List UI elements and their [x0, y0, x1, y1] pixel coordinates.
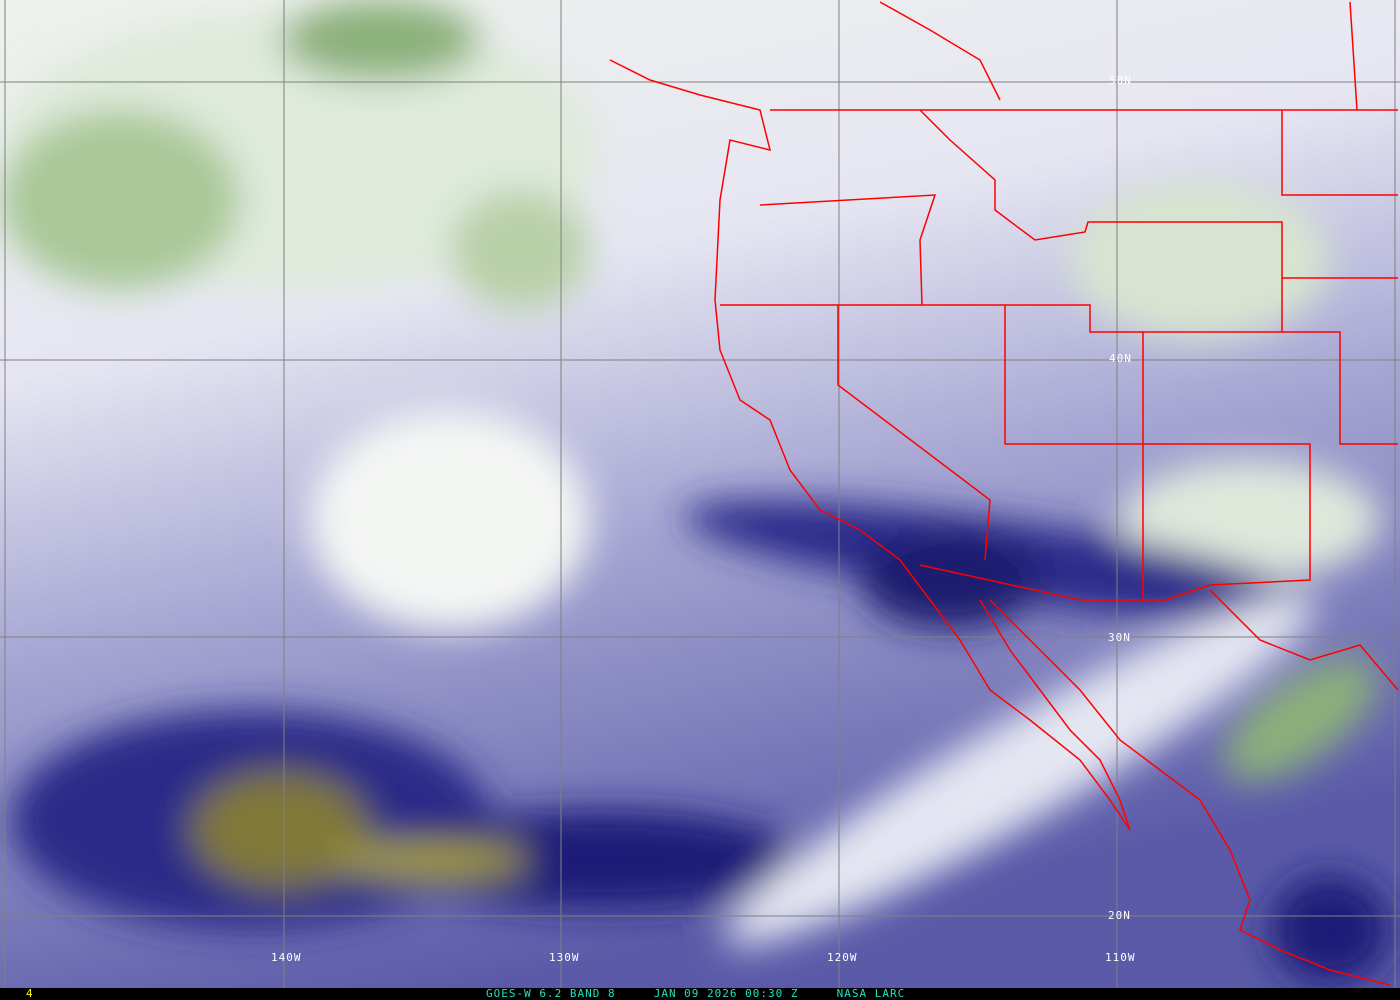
image-caption: GOES-W 6.2 BAND 8 JAN 09 2026 00:30 Z NA…	[486, 987, 906, 1000]
coastline-mexico	[989, 599, 1391, 986]
coastline-west	[609, 59, 1131, 831]
caption-bar	[0, 988, 1400, 1000]
montana-wyoming	[1281, 110, 1398, 196]
political-boundaries	[609, 1, 1399, 986]
az-nm-border	[919, 305, 1311, 601]
lat-label-50n: 50N	[1109, 74, 1132, 87]
coastline-gulf	[1209, 589, 1399, 691]
lon-label-130w: 130W	[549, 951, 580, 964]
nevada-california	[837, 305, 991, 561]
canada-coast	[879, 1, 1001, 101]
lon-label-140w: 140W	[271, 951, 302, 964]
lon-label-110w: 110W	[1105, 951, 1136, 964]
lat-label-30n: 30N	[1108, 631, 1131, 644]
state-borders	[720, 304, 1398, 445]
state-borders-2	[759, 194, 937, 306]
canada-border-east	[1349, 1, 1358, 111]
lat-label-40n: 40N	[1109, 352, 1132, 365]
idaho-border	[919, 109, 1283, 332]
lon-label-120w: 120W	[827, 951, 858, 964]
frame-number: 4	[26, 987, 33, 1000]
lat-label-20n: 20N	[1108, 909, 1131, 922]
